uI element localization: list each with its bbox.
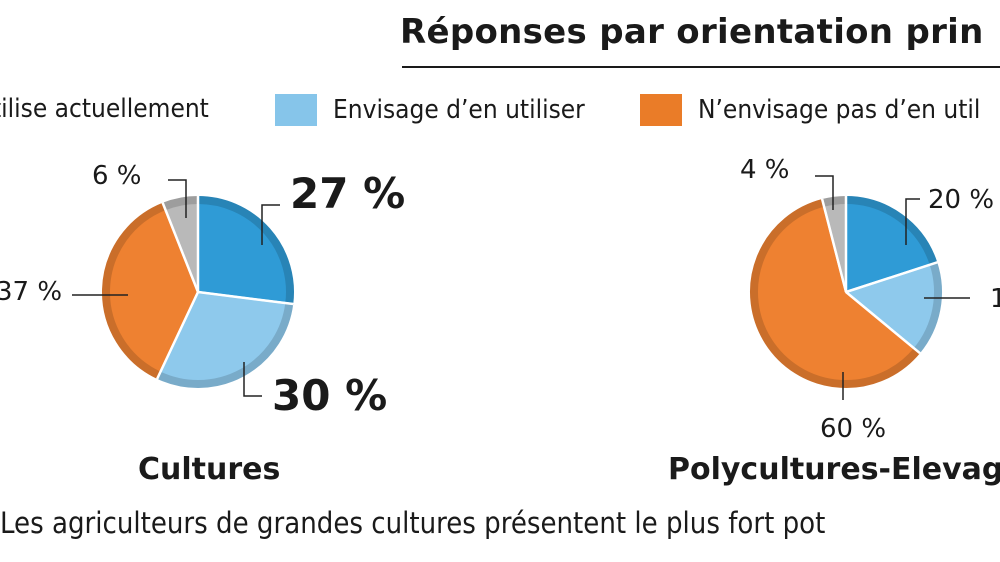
leader-line	[261, 204, 280, 245]
pie-separator	[161, 202, 200, 293]
leader-line	[815, 175, 834, 210]
leader-line	[905, 198, 920, 245]
pie-separator	[197, 290, 294, 306]
pie-slice-rim	[102, 202, 166, 379]
footer-caption: Les agriculteurs de grandes cultures pré…	[0, 506, 826, 540]
pie-value-label: 20 %	[928, 185, 994, 215]
legend-item-considers: Envisage d’en utiliser	[275, 94, 585, 126]
leader-line	[243, 362, 262, 397]
pie-slice-rim	[913, 262, 942, 354]
pie-slice-rim	[157, 303, 294, 388]
leader-line	[168, 179, 187, 218]
legend-label-not-considering: N’envisage pas d’en util	[698, 95, 981, 125]
pie-separator	[155, 291, 200, 380]
legend-item-uses: tilise actuellement	[0, 94, 209, 124]
legend-label-uses: tilise actuellement	[0, 94, 209, 124]
pie-separator	[820, 198, 848, 293]
pie-slice-rim	[822, 196, 847, 207]
chart-title: Réponses par orientation prin	[400, 12, 984, 52]
pie-value-label: 37 %	[0, 277, 62, 307]
pie-separator	[845, 291, 921, 355]
legend: tilise actuellement Envisage d’en utilis…	[0, 94, 1000, 134]
pie-slice-rim	[197, 196, 294, 305]
legend-swatch-considers	[275, 94, 317, 126]
legend-swatch-not-considering	[640, 94, 682, 126]
title-underline	[402, 66, 1000, 68]
pie-cultures: 27 % 30 % 37 % 6 %	[0, 161, 405, 420]
pie-polycultures: 20 % 1 60 % 4 %	[740, 155, 1000, 444]
pie-separator	[845, 261, 938, 294]
pie-value-label: 60 %	[820, 414, 886, 444]
pie-slice-rim	[845, 196, 938, 265]
pie-value-label: 4 %	[740, 155, 790, 185]
pie-title-cultures: Cultures	[138, 452, 281, 487]
pie-value-label: 27 %	[290, 169, 405, 218]
pie-title-polycultures: Polycultures-Elevag	[668, 452, 1000, 487]
pie-value-label: 6 %	[92, 161, 142, 191]
pie-value-label: 1	[990, 284, 1000, 314]
legend-label-considers: Envisage d’en utiliser	[333, 95, 585, 125]
pie-slice-rim	[750, 199, 920, 388]
legend-item-not-considering: N’envisage pas d’en util	[640, 94, 980, 126]
pie-value-label: 30 %	[272, 371, 387, 420]
